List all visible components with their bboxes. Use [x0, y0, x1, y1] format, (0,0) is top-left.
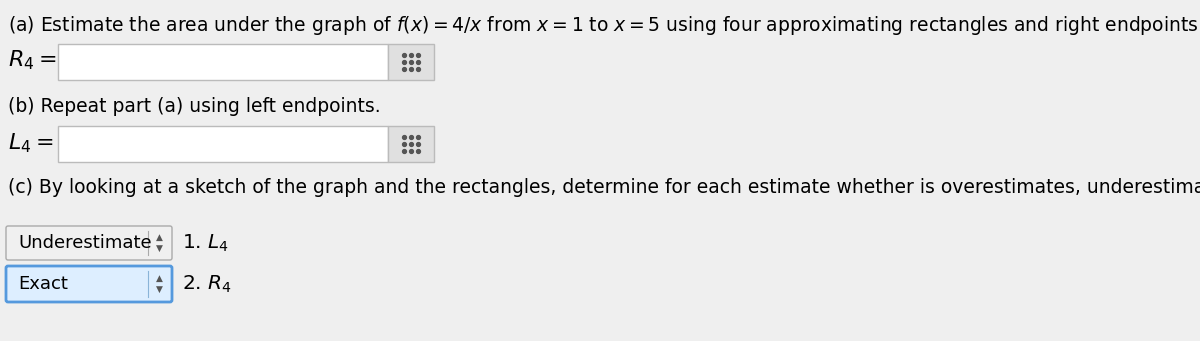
Text: ▲: ▲: [156, 274, 162, 283]
Text: (b) Repeat part (a) using left endpoints.: (b) Repeat part (a) using left endpoints…: [8, 97, 380, 116]
Text: $R_4 =$: $R_4 =$: [8, 48, 56, 72]
Text: ▲: ▲: [156, 233, 162, 242]
FancyBboxPatch shape: [58, 44, 388, 80]
Text: (c) By looking at a sketch of the graph and the rectangles, determine for each e: (c) By looking at a sketch of the graph …: [8, 178, 1200, 197]
FancyBboxPatch shape: [6, 226, 172, 260]
Text: 2. $R_4$: 2. $R_4$: [182, 273, 232, 295]
Text: 1. $L_4$: 1. $L_4$: [182, 232, 229, 254]
Text: ▼: ▼: [156, 285, 162, 294]
FancyBboxPatch shape: [6, 266, 172, 302]
FancyBboxPatch shape: [388, 44, 434, 80]
Text: ▼: ▼: [156, 244, 162, 253]
FancyBboxPatch shape: [388, 126, 434, 162]
FancyBboxPatch shape: [58, 126, 388, 162]
Text: (a) Estimate the area under the graph of $f(x) = 4/x$ from $x = 1$ to $x = 5$ us: (a) Estimate the area under the graph of…: [8, 14, 1200, 37]
Text: Exact: Exact: [18, 275, 68, 293]
Text: Underestimate: Underestimate: [18, 234, 151, 252]
Text: $L_4 =$: $L_4 =$: [8, 131, 54, 155]
